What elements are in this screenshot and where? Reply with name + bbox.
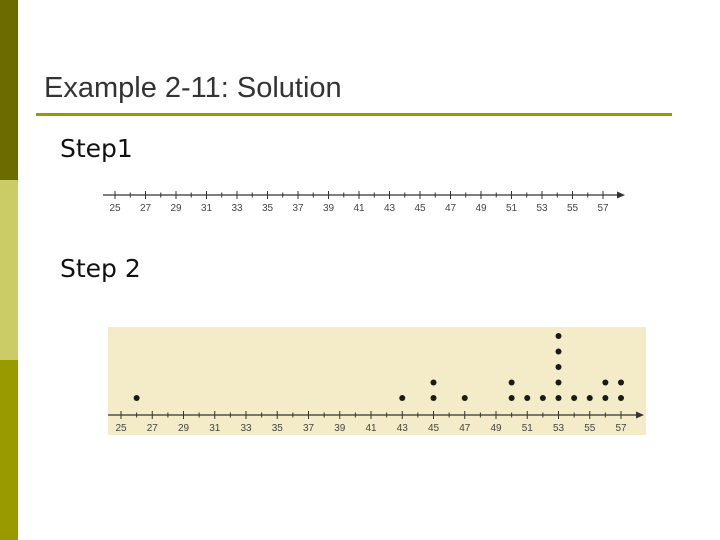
tick-label: 35 [272, 423, 284, 434]
data-point [555, 395, 562, 401]
tick-label: 41 [353, 203, 365, 214]
step2-label: Step 2 [60, 254, 141, 283]
tick-label: 37 [292, 203, 304, 214]
axis-arrow [617, 191, 625, 199]
tick-label: 51 [522, 423, 534, 434]
tick-label: 57 [615, 423, 627, 434]
tick-label: 55 [567, 203, 579, 214]
data-point [461, 395, 468, 401]
tick-label: 33 [240, 423, 252, 434]
tick-label: 43 [397, 423, 409, 434]
tick-label: 27 [140, 203, 152, 214]
tick-label: 41 [365, 423, 377, 434]
tick-label: 53 [553, 423, 565, 434]
tick-label: 49 [490, 423, 502, 434]
data-point [133, 395, 140, 401]
tick-label: 31 [201, 203, 213, 214]
tick-label: 25 [115, 423, 127, 434]
title-underline [36, 113, 672, 116]
tick-label: 45 [428, 423, 440, 434]
axis-arrow [636, 411, 644, 419]
data-point [618, 379, 624, 386]
data-point [524, 395, 531, 401]
tick-label: 39 [323, 203, 335, 214]
tick-label: 49 [475, 203, 487, 214]
data-point [508, 395, 515, 401]
tick-label: 33 [231, 203, 243, 214]
tick-label: 31 [209, 423, 221, 434]
left-bar-middle [0, 180, 18, 360]
tick-label: 43 [384, 203, 396, 214]
tick-label: 51 [506, 203, 518, 214]
data-point [508, 379, 515, 386]
tick-label: 25 [109, 203, 121, 214]
tick-label: 47 [445, 203, 457, 214]
data-point [399, 395, 406, 401]
data-point [571, 395, 578, 401]
data-point [618, 395, 624, 401]
data-point [586, 395, 593, 401]
tick-label: 35 [262, 203, 274, 214]
tick-label: 47 [459, 423, 471, 434]
step1-label: Step1 [60, 134, 133, 163]
data-point [555, 379, 562, 386]
data-point [555, 364, 562, 370]
tick-label: 29 [178, 423, 190, 434]
tick-label: 45 [414, 203, 426, 214]
data-point [430, 379, 437, 386]
tick-label: 27 [147, 423, 159, 434]
data-point [539, 395, 546, 401]
tick-label: 29 [170, 203, 182, 214]
data-point [602, 379, 609, 386]
tick-label: 55 [584, 423, 596, 434]
tick-label: 39 [334, 423, 346, 434]
data-point [555, 333, 562, 339]
left-bar-top [0, 0, 18, 180]
tick-label: 53 [536, 203, 548, 214]
data-point [430, 395, 437, 401]
slide-title: Example 2-11: Solution [44, 72, 342, 104]
tick-label: 37 [303, 423, 315, 434]
tick-label: 57 [597, 203, 609, 214]
data-point [602, 395, 609, 401]
left-bar-bottom [0, 360, 18, 540]
data-point [555, 348, 562, 355]
